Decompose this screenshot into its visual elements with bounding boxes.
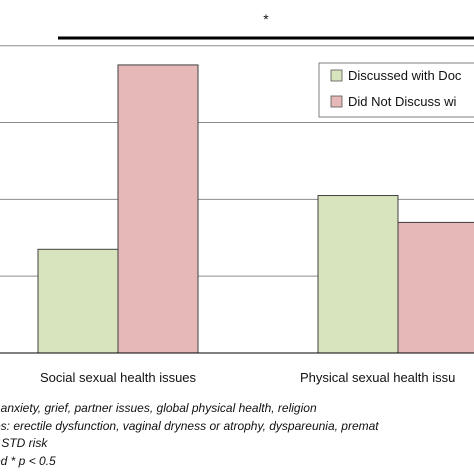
note-social-issues: : anxiety, grief, partner issues, global… [0,401,317,415]
x-tick-label-physical: Physical sexual health issu [300,370,455,385]
legend-swatch-not-discussed [330,95,343,108]
legend-label-not-discussed: Did Not Discuss wi [348,94,456,109]
legend-label-discussed: Discussed with Doc [348,68,462,83]
note-std-risk: r STD risk [0,436,48,450]
legend-swatch-discussed [330,69,343,82]
legend: Discussed with Doc Did Not Discuss wi [318,62,474,118]
bar-social-not-discussed [117,64,199,354]
bar-physical-discussed [317,195,399,354]
x-tick-label-social: Social sexual health issues [40,370,197,385]
bar-chart: * Discussed with Doc Did Not Discuss wi … [0,11,474,385]
legend-box [318,62,474,118]
bar-physical-not-discussed [397,221,474,354]
note-physical-issues: es: erectile dysfunction, vaginal drynes… [0,418,379,433]
chart-notes: : anxiety, grief, partner issues, global… [0,400,474,470]
significance-marker: * [263,11,269,27]
note-significance: ed * p < 0.5 [0,453,56,468]
bar-social-discussed [37,248,119,354]
